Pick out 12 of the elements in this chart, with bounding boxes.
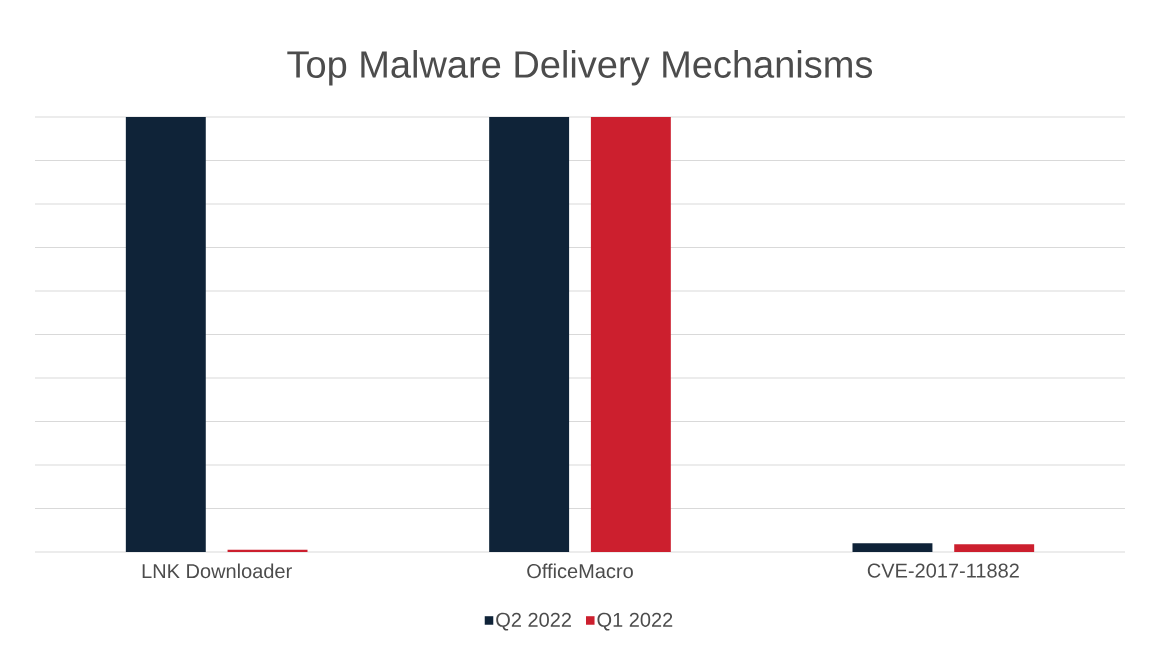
x-tick-label: LNK Downloader [142, 563, 292, 579]
chart-title: Top Malware Delivery Mechanisms [287, 50, 873, 86]
x-tick-label: CVE-2017-11882 [867, 563, 1019, 578]
bar [125, 116, 206, 552]
x-tick-label: OfficeMacro [527, 563, 633, 579]
bar [489, 116, 570, 552]
bar [954, 544, 1035, 552]
legend-label: Q1 2022 [597, 612, 673, 631]
bar [590, 116, 671, 552]
bar [852, 543, 933, 552]
legend-label: Q2 2022 [496, 612, 571, 631]
bar [227, 549, 308, 552]
